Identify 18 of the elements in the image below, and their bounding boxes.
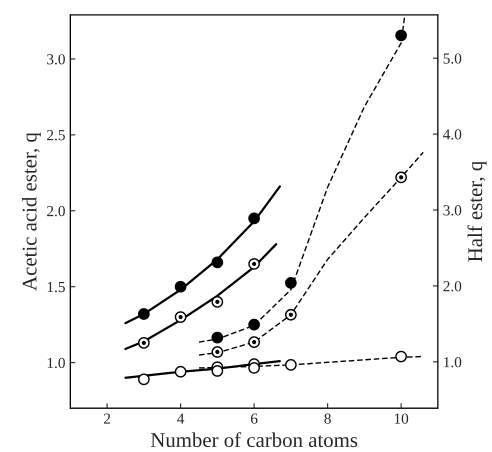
y-tick-label: 1.0 xyxy=(48,358,65,368)
x-tick-label: 4 xyxy=(177,414,184,424)
y2-tick-label: 1.0 xyxy=(444,356,462,368)
y-tick-label: 3.0 xyxy=(47,54,65,64)
y2-tick-label: 3.0 xyxy=(443,205,462,216)
y2-tick-label: 2.0 xyxy=(443,281,462,292)
x-tick-label: 2 xyxy=(104,414,110,424)
x-axis-title: Number of carbon atoms xyxy=(150,432,358,448)
y-axis-title: Acetic acid ester, q xyxy=(22,132,41,291)
y-tick-label: 2.5 xyxy=(47,130,65,140)
y2-tick-label: 4.0 xyxy=(443,129,462,140)
x-tick-label: 10 xyxy=(394,413,408,424)
y2-axis-title: Half ester, q xyxy=(467,161,486,262)
y-tick-label: 1.5 xyxy=(48,282,65,292)
x-tick-label: 8 xyxy=(324,413,331,424)
x-tick-label: 6 xyxy=(250,414,258,424)
y-tick-label: 2.0 xyxy=(47,206,65,216)
y2-tick-label: 5.0 xyxy=(444,53,462,64)
